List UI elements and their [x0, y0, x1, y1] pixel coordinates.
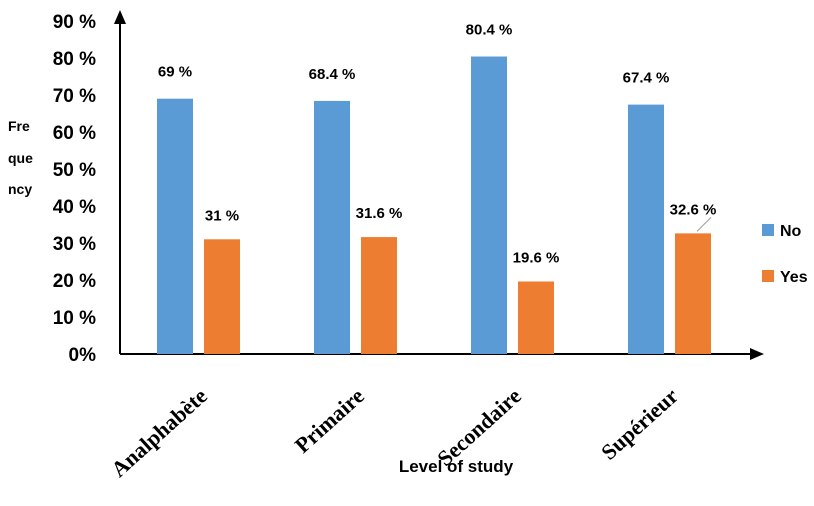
bar-yes-1: [361, 237, 397, 354]
y-tick-label: 30 %: [53, 234, 96, 255]
x-axis-title: Level of study: [399, 457, 514, 476]
y-tick-labels: 0% 10 % 20 % 30 % 40 % 50 % 60 % 70 % 80 % 90 %: [53, 12, 96, 366]
y-tick-label: 10 %: [53, 308, 96, 329]
y-axis-title-line-1: Fre: [8, 118, 30, 134]
data-label-yes-3: 32.6 %: [670, 201, 717, 218]
category-label-0: Analphabète: [106, 383, 212, 482]
x-axis-arrow-icon: [750, 348, 764, 360]
data-label-yes-0: 31 %: [205, 207, 239, 224]
bars: [157, 56, 711, 355]
category-label-3: Supérieur: [596, 383, 683, 465]
y-tick-label: 0%: [69, 345, 97, 366]
bar-yes-3: [675, 233, 711, 354]
y-tick-label: 20 %: [53, 271, 96, 292]
y-tick-label: 90 %: [53, 12, 96, 33]
data-label-no-2: 80.4 %: [466, 22, 513, 39]
legend: No Yes: [762, 223, 808, 286]
y-axis-title-line-2: que: [8, 150, 33, 166]
category-labels: Analphabète Primaire Secondaire Supérieur: [106, 383, 683, 482]
y-tick-label: 60 %: [53, 123, 96, 144]
bar-no-2: [471, 56, 507, 355]
bar-no-0: [157, 98, 193, 354]
y-tick-label: 70 %: [53, 86, 96, 107]
data-label-leader-line: [696, 216, 712, 232]
y-axis-title-line-3: ncy: [8, 181, 32, 197]
legend-label-no: No: [780, 223, 802, 240]
y-tick-label: 50 %: [53, 160, 96, 181]
y-tick-label: 80 %: [53, 49, 96, 70]
legend-label-yes: Yes: [780, 269, 808, 286]
data-label-no-3: 67.4 %: [623, 70, 670, 87]
data-label-no-0: 69 %: [158, 64, 192, 81]
y-axis-title: Fre que ncy: [8, 118, 33, 197]
bar-no-1: [314, 100, 350, 354]
data-label-no-1: 68.4 %: [309, 66, 356, 83]
bar-yes-0: [204, 239, 240, 354]
bar-yes-2: [518, 281, 554, 354]
data-label-yes-2: 19.6 %: [513, 249, 560, 266]
legend-swatch-yes: [762, 270, 774, 282]
category-label-1: Primaire: [290, 383, 369, 458]
y-axis-arrow-icon: [114, 10, 126, 24]
data-labels: 69 % 31 % 68.4 % 31.6 % 80.4 % 19.6 % 67.4 % 32…: [158, 22, 716, 267]
bar-no-3: [628, 104, 664, 355]
legend-swatch-no: [762, 224, 774, 236]
y-tick-label: 40 %: [53, 197, 96, 218]
data-label-yes-1: 31.6 %: [356, 205, 403, 222]
